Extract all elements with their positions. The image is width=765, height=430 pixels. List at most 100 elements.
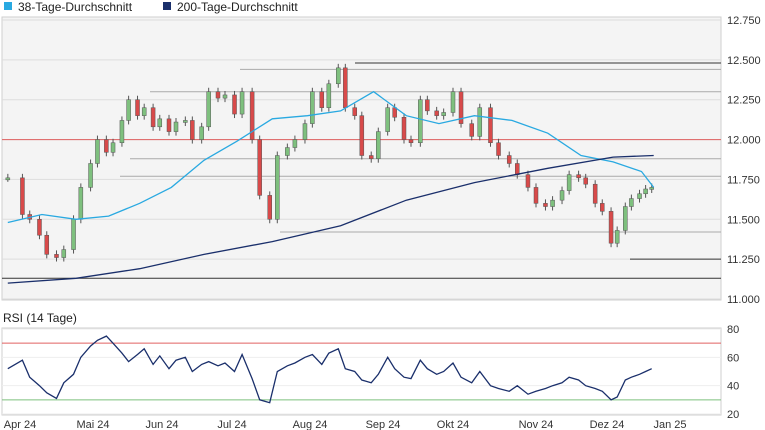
candle-body — [285, 147, 290, 156]
time-tick-label: Jan 25 — [653, 419, 686, 430]
candle-body — [150, 107, 156, 128]
price-tick-label: 11.250 — [727, 254, 760, 266]
candle-body — [434, 110, 439, 116]
rsi-tick-label: 80 — [727, 324, 739, 336]
candle-body — [629, 198, 634, 207]
candle-body — [275, 155, 280, 220]
candle-body — [469, 123, 474, 137]
candle-body — [458, 91, 464, 124]
candle-body — [477, 107, 483, 137]
candle-body — [496, 142, 501, 156]
candle-body — [600, 203, 605, 212]
candle-body — [190, 120, 195, 140]
candle-body — [326, 83, 332, 108]
candle-body — [37, 219, 42, 236]
candle-body — [583, 177, 588, 185]
candle-body — [408, 139, 414, 144]
candle-body — [614, 230, 620, 244]
time-tick-label: Okt 24 — [437, 419, 469, 430]
candle-body — [302, 123, 308, 140]
candle-body — [215, 91, 221, 99]
candle-body — [239, 91, 245, 115]
candle-body — [637, 193, 642, 199]
candle-body — [78, 187, 84, 220]
candle-body — [141, 107, 147, 116]
candle-body — [359, 115, 365, 156]
time-tick-label: Mai 24 — [76, 419, 109, 430]
candle-body — [173, 121, 179, 132]
candle-body — [88, 163, 93, 188]
candle-body — [310, 91, 315, 124]
rsi-tick-label: 40 — [727, 381, 739, 393]
candle-body — [71, 219, 76, 250]
price-tick-label: 12.500 — [727, 55, 761, 67]
moving-averages — [7, 90, 655, 284]
candle-body — [183, 120, 188, 123]
rsi-panel — [1, 327, 722, 416]
candle-body — [643, 188, 648, 195]
time-tick-label: Sep 24 — [366, 419, 401, 430]
candle-body — [488, 107, 493, 144]
candle-body — [54, 254, 59, 258]
candle-body — [559, 190, 565, 201]
price-tick-label: 12.000 — [727, 135, 761, 147]
price-axis-ticks: 12.750 12.500 12.250 12.000 11.750 11.500 11.2… — [727, 15, 761, 306]
candle-body — [441, 112, 446, 116]
candle-body — [450, 91, 456, 113]
candle-body — [20, 177, 25, 215]
candle-body — [95, 139, 100, 164]
price-tick-label: 11.000 — [727, 294, 760, 306]
candle-body — [267, 195, 272, 220]
candle-body — [425, 99, 430, 112]
candle-body — [525, 174, 531, 188]
candle-body — [608, 211, 614, 244]
price-tick-label: 12.250 — [727, 95, 761, 107]
price-tick-label: 11.750 — [727, 174, 760, 186]
time-tick-label: Aug 24 — [293, 419, 328, 430]
candle-body — [336, 67, 341, 85]
candle-body — [592, 183, 598, 204]
candle-body — [249, 91, 255, 140]
price-candles — [5, 63, 654, 262]
ma-38-line — [7, 90, 655, 224]
legend-label-38: 38-Tage-Durchschnitt — [18, 0, 133, 14]
time-tick-label: Apr 24 — [4, 419, 36, 430]
candle-body — [44, 234, 50, 255]
candle-body — [292, 139, 298, 148]
candle-body — [550, 199, 555, 207]
candle-body — [533, 187, 539, 204]
candle-body — [418, 99, 423, 144]
rsi-tick-label: 20 — [727, 409, 739, 421]
candle-body — [543, 203, 548, 207]
candle-body — [104, 139, 109, 153]
price-tick-label: 12.750 — [727, 15, 761, 27]
time-tick-label: Jun 24 — [145, 419, 178, 430]
candle-body — [257, 139, 262, 196]
candle-body — [385, 107, 390, 132]
candle-body — [401, 117, 407, 140]
rsi-tick-label: 60 — [727, 352, 739, 364]
time-tick-label: Dez 24 — [590, 419, 625, 430]
rsi-line — [7, 335, 652, 404]
candle-body — [515, 163, 520, 175]
candle-body — [199, 126, 204, 140]
candle-body — [392, 107, 397, 118]
candle-body — [566, 174, 572, 191]
candle-body — [623, 206, 628, 231]
support-resistance-levels — [120, 62, 721, 260]
rsi-axis-ticks: 80 60 40 20 — [727, 324, 739, 421]
legend-label-200: 200-Tage-Durchschnitt — [177, 0, 298, 14]
candle-body — [135, 99, 140, 116]
candle-body — [352, 107, 357, 116]
candle-body — [506, 155, 512, 164]
rsi-gridlines — [2, 328, 721, 415]
candle-body — [206, 91, 211, 128]
candle-body — [110, 142, 116, 153]
time-tick-label: Nov 24 — [519, 419, 554, 430]
candle-body — [649, 187, 654, 190]
rsi-reference-lines — [2, 342, 721, 401]
legend-swatch-200 — [163, 2, 171, 10]
candle-body — [376, 131, 381, 159]
ma-200-line — [7, 154, 654, 284]
